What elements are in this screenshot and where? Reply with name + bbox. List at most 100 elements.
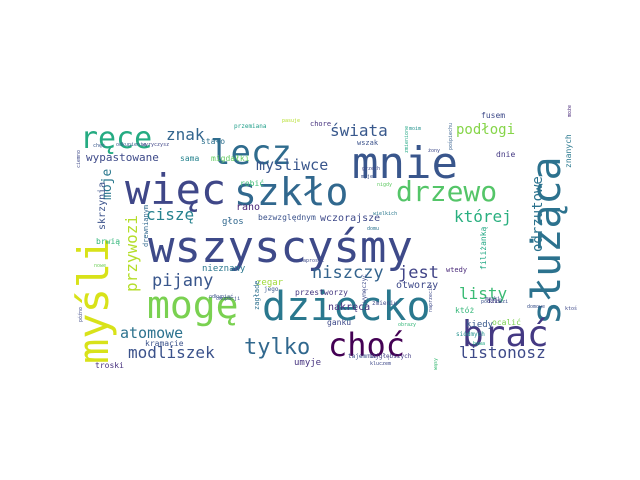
cloud-word: odkupienia: [116, 142, 146, 148]
cloud-word: tylko: [244, 335, 310, 360]
cloud-word: świata: [330, 121, 388, 140]
cloud-word: jego: [264, 286, 279, 293]
cloud-word: maski: [485, 296, 500, 302]
cloud-word: brać: [462, 314, 549, 355]
cloud-word: pośpiechu: [447, 123, 454, 150]
cloud-word: kramacie: [145, 339, 184, 348]
cloud-word: drewnianym: [142, 205, 150, 247]
cloud-word: ktoś: [565, 305, 577, 312]
cloud-word: umyje: [294, 358, 321, 368]
cloud-word: bywa: [473, 341, 485, 347]
cloud-word: moim: [409, 126, 421, 132]
cloud-word: mnie: [352, 138, 458, 189]
cloud-word: lecz: [210, 133, 292, 173]
cloud-word: więc: [125, 165, 226, 214]
cloud-word: fusem: [481, 111, 505, 120]
cloud-word: chore: [310, 120, 331, 128]
cloud-word: żony: [428, 148, 440, 154]
cloud-word: nigdy: [377, 182, 392, 188]
cloud-word: przywozi: [122, 215, 141, 292]
cloud-word: wczorajsze: [320, 213, 380, 224]
cloud-word: mogę: [147, 283, 239, 327]
cloud-word: wszak: [357, 139, 379, 147]
cloud-word: listy: [459, 284, 508, 303]
cloud-word: wielkich: [373, 211, 397, 217]
cloud-word: zegar: [256, 278, 284, 288]
cloud-word: zagłade: [253, 280, 261, 310]
cloud-word: filiżanką: [479, 226, 488, 270]
cloud-word: myśli: [69, 238, 118, 364]
cloud-word: wszyscyśmy: [148, 222, 413, 273]
cloud-word: brwią: [96, 237, 120, 246]
cloud-word: pijany: [152, 271, 213, 291]
cloud-word: głos: [222, 217, 244, 227]
cloud-word: domu: [367, 226, 379, 232]
cloud-word: dziś: [487, 298, 502, 305]
cloud-word: troski: [95, 361, 124, 370]
cloud-word: podchodzi: [481, 299, 508, 305]
cloud-word: moje: [100, 169, 115, 200]
cloud-word: wtedy: [446, 266, 467, 274]
cloud-word: nowe: [94, 263, 106, 269]
cloud-word: ocalić: [492, 317, 521, 327]
cloud-word: znak: [166, 125, 205, 144]
cloud-word: sama: [180, 154, 199, 163]
cloud-word: nieznany: [202, 264, 246, 274]
cloud-word: drzewo: [396, 175, 497, 208]
cloud-word: jest: [398, 263, 439, 283]
cloud-word: wyryczysz: [142, 142, 169, 148]
cloud-word: obrazy: [398, 322, 416, 328]
cloud-word: może: [567, 105, 573, 117]
cloud-word: wypastowane: [86, 151, 159, 164]
cloud-word: wąsy: [433, 358, 439, 370]
cloud-word: najgłębszych: [368, 353, 412, 360]
cloud-word: naprzeciw: [428, 284, 434, 312]
cloud-word: późno: [77, 307, 84, 322]
cloud-word: przemiana: [234, 123, 267, 130]
cloud-word: szkło: [234, 170, 348, 214]
cloud-word: siódmych: [456, 331, 485, 338]
cloud-word: grzech: [362, 166, 380, 172]
cloud-word: bezwzględnym: [258, 213, 316, 222]
cloud-word: atomowe: [120, 324, 183, 342]
cloud-word: kluczem: [370, 361, 391, 367]
cloud-word: modliszek: [128, 343, 215, 362]
cloud-word: otworzy: [396, 280, 438, 291]
cloud-word: dziecko: [262, 284, 431, 330]
cloud-word: odrzutowe: [530, 176, 546, 252]
cloud-word: skrzynia: [97, 182, 108, 230]
cloud-word: niszczy: [312, 263, 384, 283]
cloud-word: przestworzy: [295, 288, 348, 297]
cloud-word: zmienione: [404, 126, 410, 153]
cloud-word: tajemnic: [348, 353, 377, 360]
cloud-word: stało: [201, 137, 225, 146]
cloud-word: okupacji: [216, 296, 240, 302]
cloud-word: myje: [361, 174, 373, 180]
cloud-word: ręce: [80, 121, 152, 156]
cloud-word: domowe: [527, 304, 545, 310]
cloud-word: rano: [236, 202, 260, 213]
cloud-word: wymęczyć: [361, 274, 368, 303]
cloud-word: znanych: [564, 134, 573, 168]
cloud-word: choć: [328, 326, 405, 364]
cloud-word: zaprosić: [300, 257, 324, 264]
cloud-word: nakręca: [328, 302, 370, 313]
cloud-word: ciszę: [146, 205, 194, 224]
cloud-word: podłogi: [456, 122, 515, 138]
cloud-word: dnie: [496, 150, 515, 159]
cloud-word: ganku: [327, 318, 351, 327]
cloud-word: odkupiać: [209, 293, 233, 300]
cloud-word: zmieniu: [372, 300, 398, 307]
cloud-word: służąca: [524, 156, 570, 325]
cloud-word: kiedy: [466, 320, 494, 330]
cloud-word: listonosz: [459, 343, 546, 362]
cloud-word: chęć: [93, 142, 105, 149]
cloud-word: ciemno: [76, 150, 82, 168]
cloud-word: pasuje: [282, 118, 300, 124]
cloud-word: której: [454, 207, 512, 226]
cloud-word: migdałki: [211, 154, 250, 163]
cloud-word: robić: [240, 178, 264, 188]
cloud-word: myśliwce: [256, 156, 328, 174]
cloud-word: któż: [455, 305, 474, 315]
